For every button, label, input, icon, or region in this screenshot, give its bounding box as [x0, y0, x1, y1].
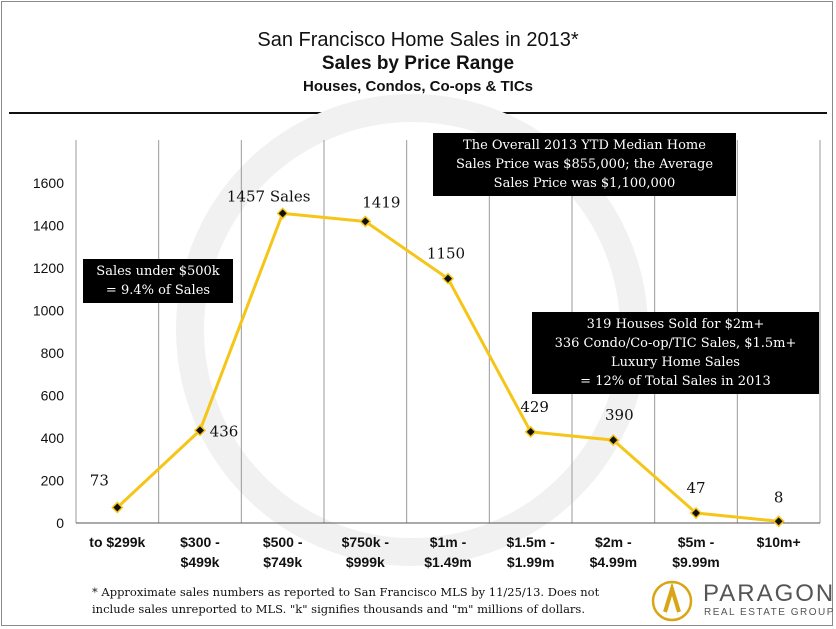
x-tick-label: $9.99m: [672, 554, 719, 570]
x-tick-label: $1.5m -: [507, 534, 556, 550]
x-tick-label: $499k: [181, 554, 220, 570]
callout-median-line-2: Sales Price was $855,000; the Average: [455, 157, 714, 172]
data-point-marker: [193, 424, 207, 437]
y-tick-label: 0: [56, 515, 64, 531]
callout-luxury-sales: 319 Houses Sold for $2m+ 336 Condo/Co-op…: [532, 312, 819, 394]
data-label: 429: [520, 398, 549, 416]
data-label: 1419: [362, 193, 400, 211]
callout-under-500k-line-1: Sales under $500k: [96, 264, 220, 279]
x-tick-label: $500 -: [263, 534, 303, 550]
x-tick-label: $5m -: [678, 534, 715, 550]
logo-tagline: REAL ESTATE GROUP: [704, 607, 835, 618]
data-label: 436: [210, 422, 239, 440]
data-point-marker: [441, 272, 455, 285]
x-tick-label: $1.49m: [424, 554, 471, 570]
callout-median-line-3: Sales Price was $1,100,000: [493, 176, 676, 191]
paragon-logo: PARAGON REAL ESTATE GROUP: [651, 580, 833, 622]
y-tick-label: 1000: [33, 303, 64, 319]
y-tick-label: 200: [41, 473, 65, 489]
data-point-marker: [276, 207, 289, 220]
footnote-line-2: include sales unreported to MLS. "k" sig…: [92, 602, 585, 616]
data-label: 47: [686, 479, 705, 497]
callout-under-500k-line-2: = 9.4% of Sales: [105, 283, 211, 298]
x-tick-label: $2m -: [595, 534, 632, 550]
callout-luxury-line-1: 319 Houses Sold for $2m+: [586, 317, 765, 332]
data-point-marker: [772, 515, 785, 528]
data-label: 390: [605, 406, 634, 424]
data-point-marker: [524, 425, 537, 438]
callout-luxury-line-2: 336 Condo/Co-op/TIC Sales, $1.5m+: [554, 336, 797, 351]
data-point-marker: [111, 501, 124, 514]
logo-name: PARAGON: [703, 580, 836, 607]
footnote-line-1: * Approximate sales numbers as reported …: [92, 585, 600, 599]
x-tick-label: $10m+: [757, 534, 801, 550]
data-point-marker: [607, 434, 620, 447]
y-tick-label: 800: [41, 345, 65, 361]
data-label: 8: [774, 488, 784, 506]
x-tick-label: $300 -: [180, 534, 220, 550]
chart-title: San Francisco Home Sales in 2013*: [257, 29, 579, 51]
data-point-marker: [359, 215, 372, 228]
x-tick-label: $749k: [263, 554, 302, 570]
callout-luxury-line-3: Luxury Home Sales: [611, 355, 740, 370]
x-tick-label: $4.99m: [590, 554, 637, 570]
callout-under-500k: Sales under $500k = 9.4% of Sales: [83, 259, 233, 303]
callout-median-price: The Overall 2013 YTD Median Home Sales P…: [433, 133, 736, 196]
data-label: 1150: [427, 245, 465, 263]
x-tick-label: $1.99m: [507, 554, 554, 570]
x-tick-label: to $299k: [89, 534, 145, 550]
data-label: 1457 Sales: [227, 187, 311, 205]
data-label: 73: [90, 471, 109, 489]
y-tick-label: 1200: [33, 260, 64, 276]
y-tick-label: 600: [41, 388, 65, 404]
y-tick-label: 1400: [33, 218, 64, 234]
footnote: * Approximate sales numbers as reported …: [92, 584, 637, 618]
x-tick-label: $1m -: [430, 534, 467, 550]
paragon-logo-icon: [651, 580, 693, 622]
callout-luxury-line-4: = 12% of Total Sales in 2013: [580, 374, 771, 389]
x-tick-label: $750k -: [342, 534, 390, 550]
y-tick-label: 1600: [33, 175, 64, 191]
chart-subtitle: Sales by Price Range: [321, 53, 515, 74]
x-tick-label: $999k: [346, 554, 385, 570]
y-tick-label: 400: [41, 430, 65, 446]
callout-median-line-1: The Overall 2013 YTD Median Home: [463, 138, 706, 153]
chart-subtitle-2: Houses, Condos, Co-ops & TICs: [302, 78, 533, 95]
data-point-marker: [689, 506, 703, 520]
